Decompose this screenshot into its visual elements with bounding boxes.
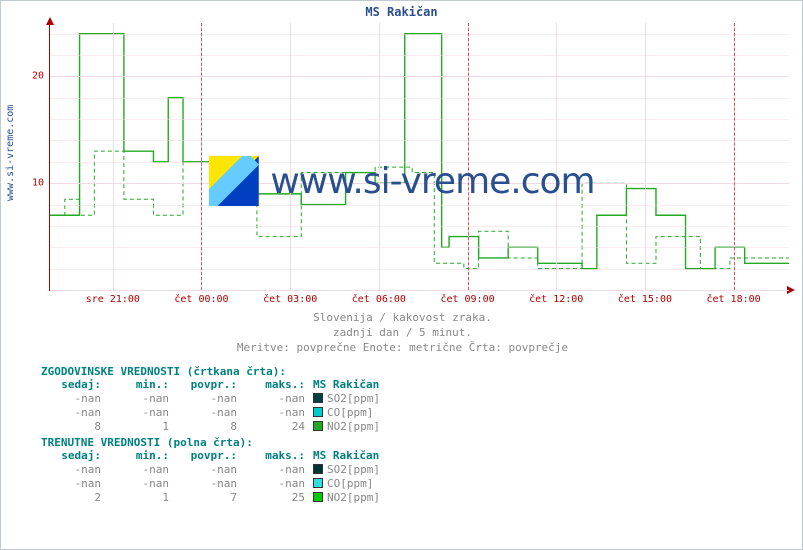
table-cell: -nan [245,392,313,406]
series-NO2_current [50,34,789,269]
y-tick-label: 10 [32,178,44,189]
table-cell: -nan [177,392,245,406]
table-cell: -nan [245,463,313,477]
table-cell: -nan [41,406,109,420]
gridline-v [556,23,557,290]
table-label-cell: NO2[ppm] [313,491,388,505]
subtitle-1: Slovenija / kakovost zraka. [1,311,803,324]
gridline-h [50,205,789,206]
series-NO2_hist [50,151,789,268]
table-col-header: maks.: [245,378,313,392]
table-cell: 8 [177,420,245,434]
curr-table: sedaj:min.:povpr.:maks.:MS Rakičan-nan-n… [41,449,388,505]
curr-header: TRENUTNE VREDNOSTI (polna črta): [41,436,601,449]
data-tables: ZGODOVINSKE VREDNOSTI (črtkana črta): se… [41,365,601,505]
gridline-h [50,226,789,227]
table-cell: 8 [41,420,109,434]
table-cell: -nan [245,477,313,491]
table-cell: 25 [245,491,313,505]
color-swatch-icon [313,407,323,417]
x-tick-label: čet 03:00 [263,294,317,305]
table-cell: -nan [109,463,177,477]
table-cell: -nan [41,392,109,406]
table-label-cell: NO2[ppm] [313,420,388,434]
gridline-h [50,34,789,35]
table-cell: 24 [245,420,313,434]
table-cell: -nan [41,477,109,491]
y-tick-label: 20 [32,71,44,82]
table-cell: -nan [109,406,177,420]
x-tick-label: čet 18:00 [706,294,760,305]
table-cell: -nan [109,392,177,406]
table-row: -nan-nan-nan-nanSO2[ppm] [41,392,388,406]
subtitle-3: Meritve: povprečne Enote: metrične Črta:… [1,341,803,354]
table-col-header: sedaj: [41,449,109,463]
table-row: -nan-nan-nan-nanCO[ppm] [41,406,388,420]
table-cell: 1 [109,420,177,434]
gridline-v [379,23,380,290]
side-label: www.si-vreme.com [5,105,16,201]
table-cell: 7 [177,491,245,505]
gridline-h [50,55,789,56]
table-cell: -nan [41,463,109,477]
color-swatch-icon [313,464,323,474]
gridline-h [50,140,789,141]
table-col-header: povpr.: [177,378,245,392]
table-cell: -nan [177,463,245,477]
table-col-header: maks.: [245,449,313,463]
table-col-header: sedaj: [41,378,109,392]
gridline-h [50,119,789,120]
table-cell: -nan [109,477,177,491]
color-swatch-icon [313,393,323,403]
table-col-header: min.: [109,378,177,392]
chart-series [50,23,789,290]
gridline-v [290,23,291,290]
table-cell: -nan [177,406,245,420]
gridline-v [645,23,646,290]
gridline-h [50,162,789,163]
table-label-cell: SO2[ppm] [313,463,388,477]
hist-table: sedaj:min.:povpr.:maks.:MS Rakičan-nan-n… [41,378,388,434]
gridline-h [50,98,789,99]
table-row: 21725NO2[ppm] [41,491,388,505]
x-tick-label: sre 21:00 [86,294,140,305]
table-col-header: min.: [109,449,177,463]
table-cell: 1 [109,491,177,505]
hist-header: ZGODOVINSKE VREDNOSTI (črtkana črta): [41,365,601,378]
color-swatch-icon [313,478,323,488]
gridline-h [50,183,789,184]
gridline-h [50,269,789,270]
gridline-h [50,76,789,77]
x-tick-label: čet 15:00 [618,294,672,305]
table-row: -nan-nan-nan-nanSO2[ppm] [41,463,388,477]
gridline-h [50,290,789,291]
chart-title: MS Rakičan [1,1,802,19]
gridline-v-dash [201,23,202,290]
gridline-v-dash [468,23,469,290]
table-cell: -nan [245,406,313,420]
table-row: 81824NO2[ppm] [41,420,388,434]
x-tick-label: čet 00:00 [174,294,228,305]
subtitle-2: zadnji dan / 5 minut. [1,326,803,339]
chart-plot: 1020sre 21:00čet 00:00čet 03:00čet 06:00… [49,23,789,291]
gridline-h [50,247,789,248]
x-tick-label: čet 06:00 [352,294,406,305]
table-col-header: povpr.: [177,449,245,463]
table-label-cell: CO[ppm] [313,477,388,491]
color-swatch-icon [313,421,323,431]
x-tick-label: čet 09:00 [440,294,494,305]
color-swatch-icon [313,492,323,502]
gridline-v-dash [734,23,735,290]
table-station-header: MS Rakičan [313,378,388,392]
table-cell: -nan [177,477,245,491]
table-label-cell: CO[ppm] [313,406,388,420]
table-row: -nan-nan-nan-nanCO[ppm] [41,477,388,491]
table-cell: 2 [41,491,109,505]
x-tick-label: čet 12:00 [529,294,583,305]
table-station-header: MS Rakičan [313,449,388,463]
table-label-cell: SO2[ppm] [313,392,388,406]
gridline-v [113,23,114,290]
